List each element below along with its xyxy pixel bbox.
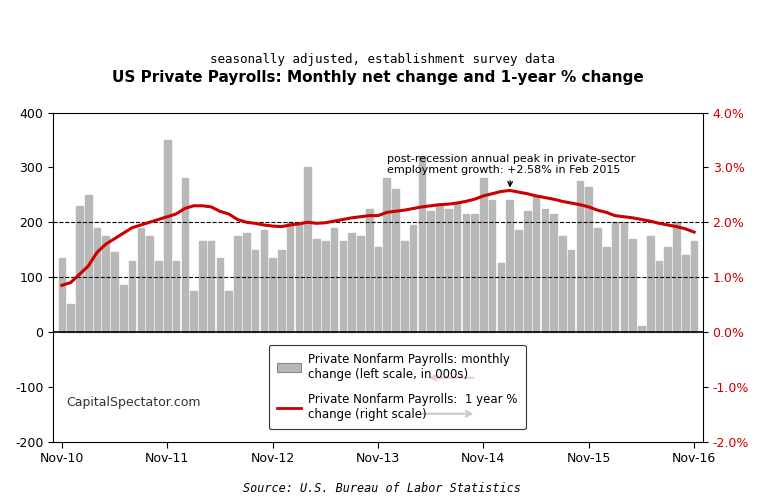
Bar [533,195,539,332]
Bar [436,206,443,332]
Bar [102,236,109,332]
Bar [568,250,575,332]
Bar [331,228,338,332]
Bar [296,225,303,332]
Bar [542,208,548,332]
Bar [524,212,530,332]
Bar [112,252,118,332]
Bar [339,242,346,332]
Bar [76,206,83,332]
Bar [155,260,162,332]
Bar [173,260,180,332]
Bar [357,236,364,332]
Bar [217,258,223,332]
Bar [199,242,206,332]
Bar [515,230,522,332]
Bar [94,228,100,332]
Bar [138,228,144,332]
Legend: Private Nonfarm Payrolls: monthly
change (left scale, in 000s), Private Nonfarm : Private Nonfarm Payrolls: monthly change… [269,345,526,429]
Bar [243,233,250,332]
Bar [410,225,416,332]
Title: US Private Payrolls: Monthly net change and 1-year % change: US Private Payrolls: Monthly net change … [112,70,644,85]
Bar [190,291,197,332]
Bar [208,242,215,332]
Bar [120,286,127,332]
Bar [129,260,135,332]
Bar [682,255,688,332]
Bar [585,186,592,332]
Bar [691,242,698,332]
Bar [497,264,504,332]
Bar [489,200,495,332]
Bar [471,214,478,332]
Bar [419,156,426,332]
Bar [507,200,513,332]
Bar [427,212,434,332]
Bar [235,236,241,332]
Bar [665,247,671,332]
Text: seasonally adjusted, establishment survey data: seasonally adjusted, establishment surve… [209,52,555,66]
Bar [480,178,487,332]
Bar [647,236,653,332]
Bar [305,168,311,332]
Bar [656,260,662,332]
Bar [673,222,680,332]
Bar [278,250,285,332]
Bar [401,242,408,332]
Bar [313,238,320,332]
Bar [594,228,601,332]
Bar [270,258,276,332]
Bar [392,190,399,332]
Bar [164,140,170,332]
Bar [67,304,74,332]
Bar [348,233,355,332]
Bar [462,214,469,332]
Text: post-recession annual peak in private-sector
employment growth: +2.58% in Feb 20: post-recession annual peak in private-se… [387,154,635,186]
Bar [147,236,153,332]
Bar [620,222,627,332]
Bar [550,214,557,332]
Text: CapitalSpectator.com: CapitalSpectator.com [66,396,201,408]
Bar [261,230,267,332]
Bar [225,291,232,332]
Bar [384,178,390,332]
Bar [287,222,293,332]
Bar [374,247,381,332]
Bar [630,238,636,332]
Bar [59,258,65,332]
Text: Source: U.S. Bureau of Labor Statistics: Source: U.S. Bureau of Labor Statistics [243,482,521,495]
Bar [252,250,258,332]
Bar [638,326,645,332]
Bar [445,208,452,332]
Bar [366,208,373,332]
Bar [322,242,329,332]
Bar [182,178,188,332]
Bar [612,222,618,332]
Bar [454,203,461,332]
Bar [85,195,92,332]
Bar [603,247,610,332]
Bar [559,236,565,332]
Bar [577,181,583,332]
